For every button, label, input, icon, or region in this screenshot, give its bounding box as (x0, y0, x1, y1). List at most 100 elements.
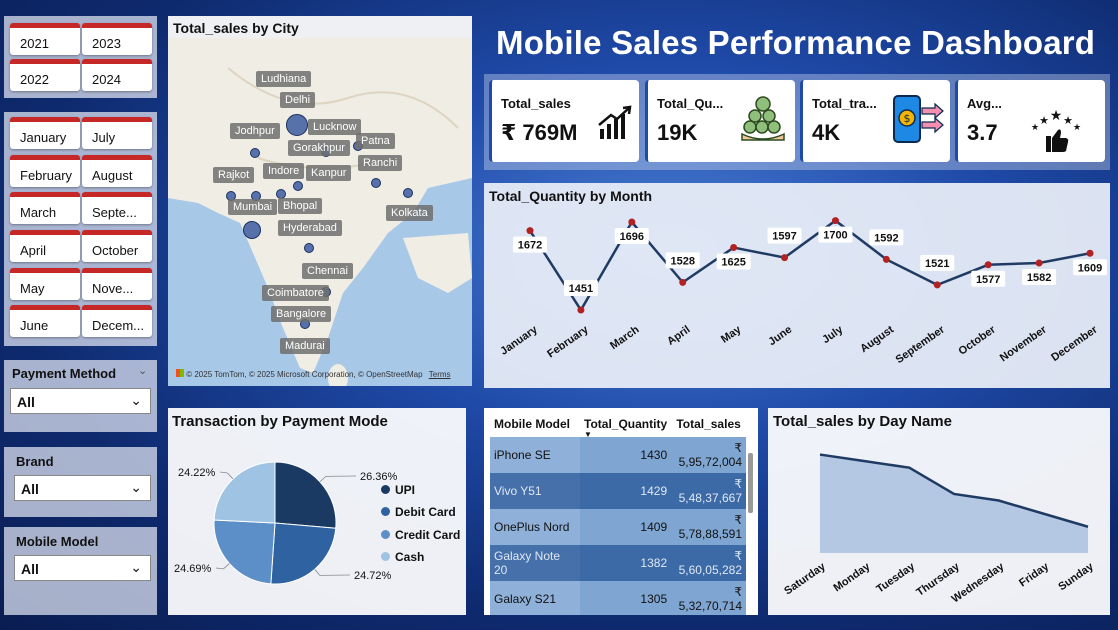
month-button[interactable]: July (82, 117, 152, 149)
table-cell: 1382 (580, 545, 672, 581)
payment-mode-pie-chart[interactable]: Transaction by Payment Mode 26.36% 24.72%… (168, 408, 466, 615)
data-label: 1609 (1078, 262, 1102, 274)
chevron-down-icon[interactable]: ⌄ (138, 365, 148, 377)
svg-text:★: ★ (1039, 114, 1049, 127)
month-button[interactable]: Septe... (82, 192, 152, 224)
mobile-model-filter: Mobile Model All ⌄ (4, 527, 157, 615)
year-button[interactable]: 2024 (82, 59, 152, 91)
table-cell: OnePlus Nord (490, 509, 580, 545)
table-row[interactable]: Vivo Y51 1429 ₹ 5,48,37,667 (490, 473, 746, 509)
data-point (577, 306, 585, 314)
column-header[interactable]: Total_sales (671, 411, 746, 437)
sales-area (820, 454, 1088, 553)
sales-line (819, 453, 1089, 528)
payment-method-filter: Payment Method ⌄ All ⌄ (4, 360, 157, 432)
city-label: Chennai (302, 263, 353, 279)
x-tick-label: Sunday (1056, 560, 1096, 593)
city-bubble[interactable] (304, 243, 314, 253)
map-title: Total_sales by City (173, 20, 299, 36)
legend-item[interactable]: Debit Card (381, 505, 456, 519)
legend-item[interactable]: UPI (381, 483, 415, 497)
city-bubble[interactable] (293, 181, 303, 191)
data-label: 1577 (976, 274, 1000, 286)
x-tick-label: December (1049, 323, 1100, 364)
city-label: Delhi (280, 92, 316, 108)
month-button[interactable]: August (82, 155, 152, 187)
model-table: Mobile Model Total_Quantity ▼ Total_sales… (490, 411, 746, 615)
quantity-by-month-chart[interactable]: Total_Quantity by Month 1672 January 1451 F… (484, 183, 1110, 388)
column-header-label: Total_Quantity (584, 417, 668, 431)
legend-item[interactable]: Cash (381, 550, 424, 564)
pie-slice (274, 461, 337, 529)
data-label: 1672 (518, 240, 542, 252)
mobile-model-table[interactable]: Mobile Model Total_Quantity ▼ Total_sales… (484, 408, 758, 615)
year-button[interactable]: 2022 (10, 59, 80, 91)
month-button[interactable]: May (10, 268, 80, 300)
terms-link[interactable]: Terms (428, 370, 451, 379)
table-row[interactable]: iPhone SE 1430 ₹ 5,95,72,004 (490, 437, 746, 473)
kpi-title: Total_tra... (812, 96, 877, 111)
pie-chart-plot: 26.36% 24.72% 24.69% 24.22% (174, 461, 398, 585)
column-header[interactable]: Total_Quantity ▼ (580, 411, 672, 439)
city-label: Ludhiana (256, 71, 312, 87)
kpi-card-total-sales: Total_sales ₹ 769M (489, 80, 639, 162)
column-header[interactable]: Mobile Model (490, 411, 580, 437)
legend-label: Cash (395, 550, 425, 564)
month-button[interactable]: February (10, 155, 80, 187)
city-bubble[interactable] (371, 178, 381, 188)
data-point (831, 217, 839, 225)
payment-method-value: All (17, 394, 35, 410)
year-slicer-panel: 2021 2023 2022 2024 (4, 16, 157, 98)
kpi-value: 4K (812, 120, 841, 145)
city-label: Patna (356, 133, 395, 149)
data-label: 1521 (925, 258, 949, 270)
data-point (882, 255, 890, 263)
month-button[interactable]: January (10, 117, 80, 149)
month-button[interactable]: Nove... (82, 268, 152, 300)
city-label: Mumbai (228, 199, 278, 215)
month-button[interactable]: June (10, 305, 80, 337)
data-label-bg (513, 236, 547, 253)
data-label: 1696 (620, 231, 644, 243)
table-cell: ₹ 5,95,72,004 (671, 437, 746, 473)
city-sales-map[interactable]: Total_sales by City Ludhiana Delhi Jodhp… (168, 16, 472, 386)
mobile-model-select[interactable]: All ⌄ (14, 555, 151, 581)
data-point (781, 254, 789, 262)
pie-leader-line (219, 471, 234, 480)
table-row[interactable]: OnePlus Nord 1409 ₹ 5,78,88,591 (490, 509, 746, 545)
map-attribution: © 2025 TomTom, © 2025 Microsoft Corporat… (176, 369, 451, 379)
table-scrollbar[interactable] (748, 453, 753, 513)
month-button[interactable]: March (10, 192, 80, 224)
x-tick-label: May (719, 323, 744, 346)
city-bubble[interactable] (250, 148, 260, 158)
data-label-bg (869, 229, 904, 246)
month-button[interactable]: Decem... (82, 305, 152, 337)
city-bubble[interactable] (243, 221, 261, 239)
year-button[interactable]: 2021 (10, 23, 80, 55)
x-tick-label: March (608, 323, 642, 352)
kpi-value: 19K (657, 120, 698, 145)
month-button[interactable]: April (10, 230, 80, 262)
sales-by-day-chart[interactable]: Total_sales by Day Name Saturday Monday Tu… (768, 408, 1110, 615)
brand-select[interactable]: All ⌄ (14, 475, 151, 501)
legend-label: Debit Card (395, 505, 456, 519)
data-point (628, 218, 636, 226)
city-bubble[interactable] (286, 114, 308, 136)
stars-thumb-icon: ★ ★ ★ ★ ★ (1031, 108, 1081, 152)
kpi-card-avg-rating: Avg... 3.7 ★ ★ ★ ★ ★ (955, 80, 1105, 162)
legend-label: UPI (395, 483, 416, 497)
table-row[interactable]: Galaxy Note 20 1382 ₹ 5,60,05,282 (490, 545, 746, 581)
data-label: 1592 (874, 232, 898, 244)
city-label: Bhopal (278, 198, 323, 214)
city-bubble[interactable] (403, 188, 413, 198)
table-row[interactable]: Galaxy S21 1305 ₹ 5,32,70,714 (490, 581, 746, 615)
chevron-down-icon: ⌄ (130, 479, 142, 495)
legend-marker (381, 507, 390, 516)
city-label: Gorakhpur (288, 140, 350, 156)
year-button[interactable]: 2023 (82, 23, 152, 55)
sort-desc-icon: ▼ (584, 430, 592, 439)
payment-method-select[interactable]: All ⌄ (10, 388, 151, 414)
legend-item[interactable]: Credit Card (381, 528, 460, 542)
month-button[interactable]: October (82, 230, 152, 262)
